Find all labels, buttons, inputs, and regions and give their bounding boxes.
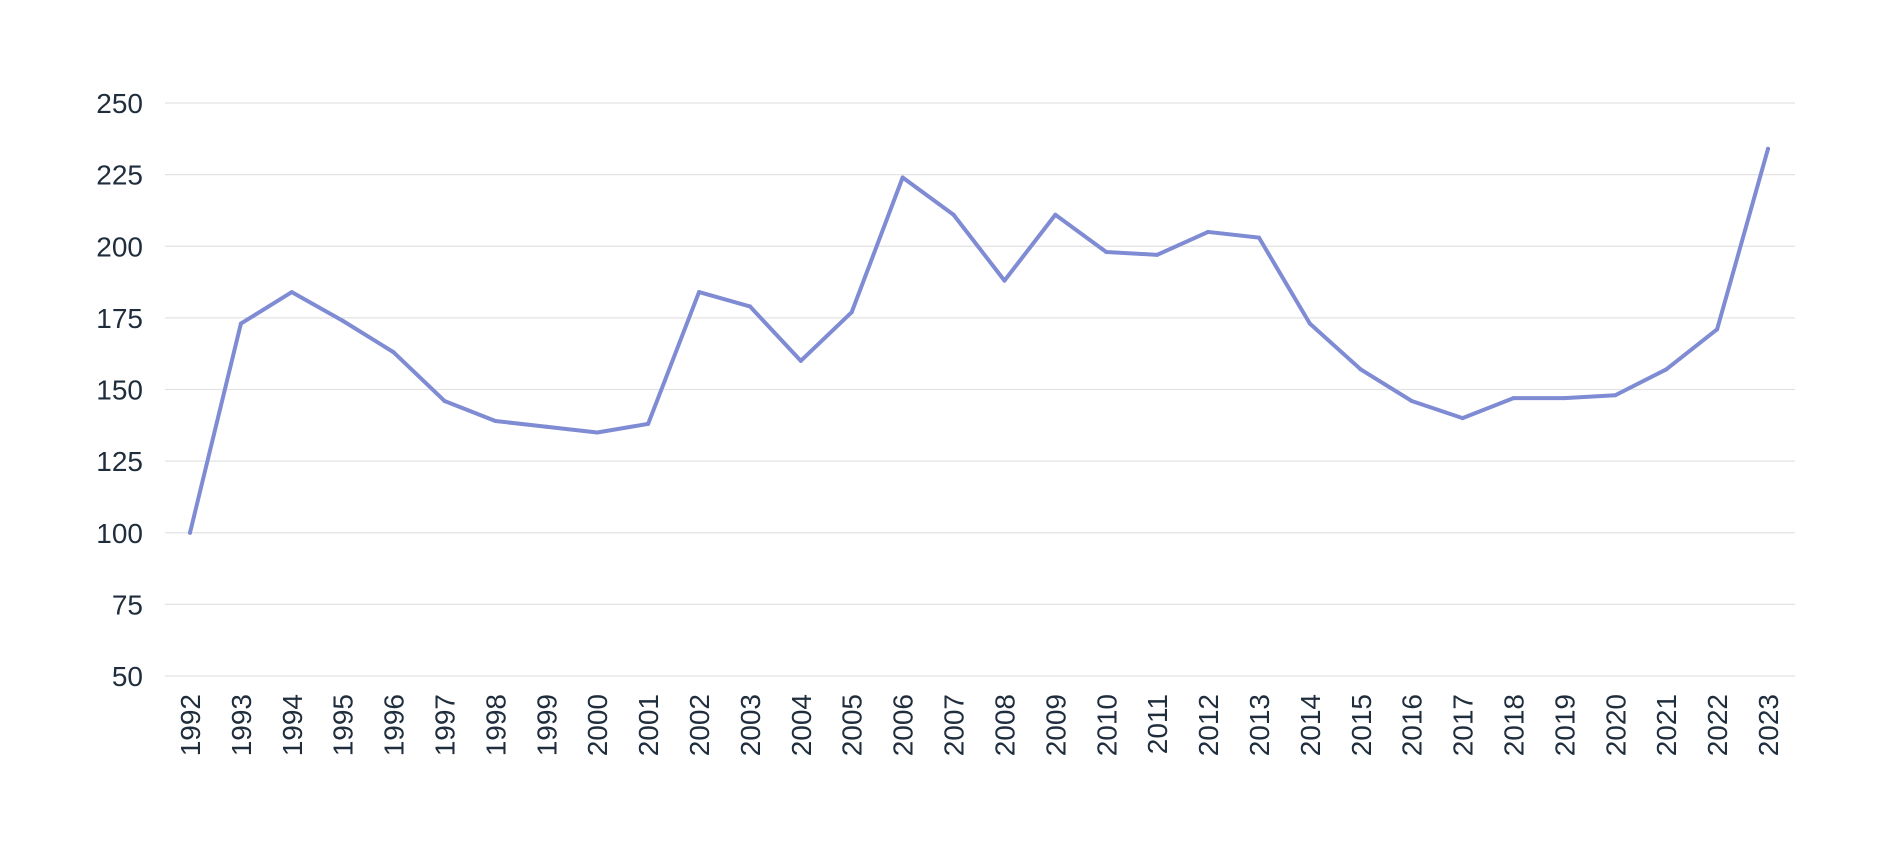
data-point-1997 <box>442 398 447 403</box>
x-tick-label-2012: 2012 <box>1193 694 1224 756</box>
grid-lines <box>165 102 1795 677</box>
data-point-2022 <box>1715 327 1720 332</box>
data-point-2011 <box>1155 252 1160 257</box>
data-point-2001 <box>646 421 651 426</box>
data-point-2020 <box>1613 393 1618 398</box>
x-tick-label-2021: 2021 <box>1651 694 1682 756</box>
x-tick-label-2015: 2015 <box>1346 694 1377 756</box>
x-tick-label-1992: 1992 <box>175 694 206 756</box>
x-tick-label-1999: 1999 <box>531 694 562 756</box>
data-point-2007 <box>951 212 956 217</box>
data-point-2009 <box>1053 212 1058 217</box>
data-point-2004 <box>798 358 803 363</box>
x-tick-label-2001: 2001 <box>633 694 664 756</box>
x-tick-label-2011: 2011 <box>1142 694 1173 754</box>
y-tick-label-200: 200 <box>96 231 143 262</box>
x-tick-label-2005: 2005 <box>837 694 868 756</box>
data-point-2010 <box>1104 249 1109 254</box>
x-tick-label-2023: 2023 <box>1753 694 1784 756</box>
data-point-2019 <box>1562 396 1567 401</box>
x-tick-label-1995: 1995 <box>328 694 359 756</box>
data-point-2015 <box>1358 367 1363 372</box>
data-point-2003 <box>747 304 752 309</box>
data-point-2002 <box>697 290 702 295</box>
data-point-2005 <box>849 310 854 315</box>
y-tick-label-125: 125 <box>96 446 143 477</box>
x-tick-label-1994: 1994 <box>277 694 308 756</box>
data-point-1995 <box>340 318 345 323</box>
data-point-2023 <box>1766 146 1770 151</box>
y-tick-label-150: 150 <box>96 375 143 406</box>
x-tick-label-2000: 2000 <box>582 694 613 756</box>
y-tick-label-75: 75 <box>112 589 143 620</box>
x-tick-label-2003: 2003 <box>735 694 766 756</box>
y-tick-label-250: 250 <box>96 88 143 119</box>
series-layer <box>188 146 1770 535</box>
x-tick-label-2016: 2016 <box>1397 694 1428 756</box>
x-tick-label-1997: 1997 <box>430 694 461 756</box>
data-point-2013 <box>1256 235 1261 240</box>
x-tick-label-2019: 2019 <box>1549 694 1580 756</box>
x-tick-label-1993: 1993 <box>226 694 257 756</box>
data-point-2017 <box>1460 416 1465 421</box>
y-tick-label-50: 50 <box>112 661 143 692</box>
x-tick-label-1998: 1998 <box>480 694 511 756</box>
x-tick-label-1996: 1996 <box>379 694 410 756</box>
x-tick-label-2017: 2017 <box>1448 694 1479 756</box>
y-tick-label-225: 225 <box>96 160 143 191</box>
data-point-2006 <box>900 175 905 180</box>
x-tick-label-2022: 2022 <box>1702 694 1733 756</box>
x-tick-label-2020: 2020 <box>1600 694 1631 756</box>
x-tick-label-2010: 2010 <box>1091 694 1122 756</box>
x-tick-label-2007: 2007 <box>939 694 970 756</box>
data-point-2000 <box>595 430 600 435</box>
data-point-2018 <box>1511 396 1516 401</box>
x-tick-label-2002: 2002 <box>684 694 715 756</box>
series-line-0 <box>188 146 1770 535</box>
data-point-1992 <box>188 530 192 535</box>
x-tick-label-2018: 2018 <box>1498 694 1529 756</box>
y-axis-tick-labels: 50 75 100 125 150 175 200 225 250 <box>96 88 143 692</box>
x-tick-label-2008: 2008 <box>989 694 1020 756</box>
x-tick-label-2006: 2006 <box>888 694 919 756</box>
x-axis-tick-labels: 1992 1993 1994 1995 1996 1997 1998 1999 2000 2001… <box>175 694 1784 756</box>
data-point-2008 <box>1002 278 1007 283</box>
y-tick-label-100: 100 <box>96 518 143 549</box>
data-point-2012 <box>1206 229 1211 234</box>
x-tick-label-2009: 2009 <box>1040 694 1071 756</box>
data-point-2014 <box>1307 321 1312 326</box>
x-tick-label-2014: 2014 <box>1295 694 1326 756</box>
data-point-2016 <box>1409 398 1414 403</box>
data-point-1994 <box>289 290 294 295</box>
data-point-2021 <box>1664 367 1669 372</box>
data-point-1998 <box>493 419 498 424</box>
data-point-1996 <box>391 350 396 355</box>
data-point-1993 <box>238 321 243 326</box>
y-tick-label-175: 175 <box>96 303 143 334</box>
x-tick-label-2004: 2004 <box>786 694 817 756</box>
data-point-1999 <box>544 424 549 429</box>
x-tick-label-2013: 2013 <box>1244 694 1275 756</box>
